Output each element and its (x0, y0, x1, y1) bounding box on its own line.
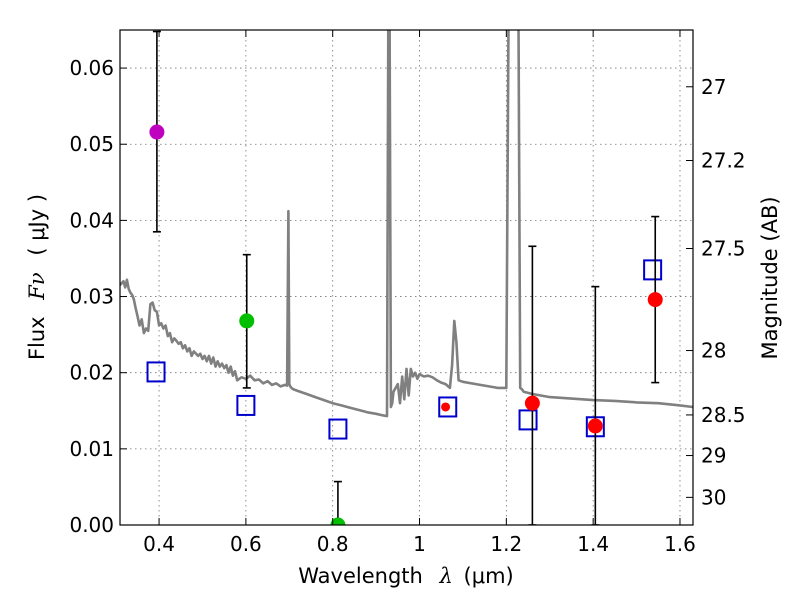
y-tick-label: 0.06 (69, 56, 114, 80)
observed-point (149, 124, 165, 140)
x-tick-label: 1.4 (577, 532, 609, 556)
y2-tick-label: 27.5 (701, 237, 746, 261)
model-point (236, 394, 256, 416)
observed-point (587, 418, 603, 434)
y-axis-label: Flux Fν ( μJy ) (25, 194, 49, 360)
y-tick-label: 0.02 (69, 361, 114, 385)
x-tick-label: 0.4 (143, 532, 175, 556)
y2-axis-label: Magnitude (AB) (758, 196, 782, 359)
model-point (643, 259, 663, 281)
model-point (518, 409, 538, 431)
model-point (438, 396, 458, 418)
y2-tick-label: 28.5 (701, 403, 746, 427)
y-tick-label: 0.00 (69, 513, 114, 537)
y-axis-label-main: Flux (25, 316, 49, 360)
spectrum-line (120, 30, 693, 418)
x-tick-label: 1.6 (664, 532, 696, 556)
x-axis-symbol: λ (439, 564, 453, 588)
plot-frame (119, 29, 694, 526)
y-axis-symbol: Fν (25, 272, 49, 301)
x-tick-label: 0.8 (317, 532, 349, 556)
y-tick-label: 0.01 (69, 437, 114, 461)
observed-point (647, 292, 663, 308)
observed-photometry (149, 124, 663, 525)
x-axis-label-main: Wavelength (298, 564, 423, 588)
axis-ticks: 0.4 0.6 0.8 1 1.2 1.4 1.6 0.00 0.01 0.02 0.03 0.04 0… (69, 30, 746, 556)
y-axis-unit: ( μJy ) (25, 194, 49, 256)
y2-tick-label: 27 (701, 75, 726, 99)
model-point (328, 418, 348, 440)
model-point (146, 361, 166, 383)
y2-tick-label: 28 (701, 339, 726, 363)
x-axis-label: Wavelength λ (μm) (298, 564, 513, 588)
x-tick-label: 1 (413, 532, 426, 556)
y-tick-label: 0.03 (69, 285, 114, 309)
x-axis-unit: (μm) (464, 564, 514, 588)
observed-point (239, 313, 255, 329)
x-tick-label: 1.2 (490, 532, 522, 556)
observed-point (441, 402, 451, 412)
y2-tick-label: 30 (701, 485, 726, 509)
model-spectrum (120, 30, 693, 418)
y-tick-label: 0.05 (69, 132, 114, 156)
x-tick-label: 0.6 (230, 532, 262, 556)
y2-tick-label: 29 (701, 444, 726, 468)
y2-tick-label: 27.2 (701, 149, 746, 173)
observed-point (330, 517, 346, 525)
y-tick-label: 0.04 (69, 208, 114, 232)
observed-point (524, 395, 540, 411)
